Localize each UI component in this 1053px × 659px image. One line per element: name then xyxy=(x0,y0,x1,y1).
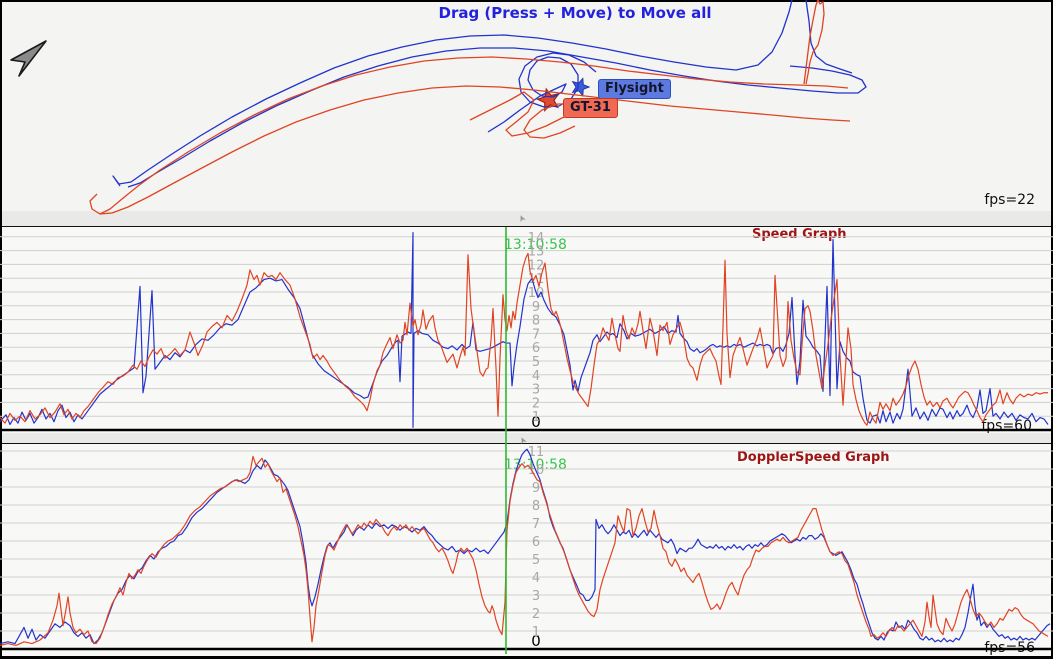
speed-graph-title: Speed Graph xyxy=(752,227,847,242)
doppler-fps-counter: fps=56 xyxy=(984,640,1035,656)
doppler-cursor-time: 13:10:58 xyxy=(504,457,567,473)
doppler-graph-title: DopplerSpeed Graph xyxy=(737,450,890,465)
map-panel[interactable] xyxy=(2,2,1051,211)
panel-divider xyxy=(2,211,1051,227)
gt31-track-label[interactable]: GT-31 xyxy=(563,98,618,118)
speed-graph-panel[interactable] xyxy=(2,227,1051,433)
speed-cursor-time: 13:10:58 xyxy=(504,237,567,253)
map-fps-counter: fps=22 xyxy=(984,192,1035,208)
panel-divider xyxy=(2,433,1051,443)
map-drag-hint: Drag (Press + Move) to Move all xyxy=(438,4,712,22)
doppler-graph-panel[interactable] xyxy=(2,443,1051,656)
flysight-track-label[interactable]: Flysight xyxy=(598,79,671,99)
north-arrow-icon xyxy=(10,40,47,77)
speed-fps-counter: fps=60 xyxy=(981,418,1032,434)
